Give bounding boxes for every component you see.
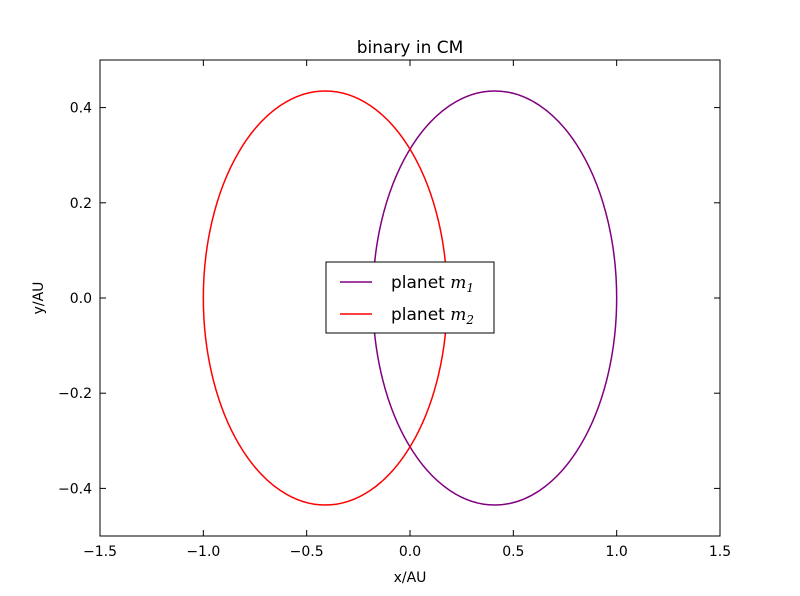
y-tick-label: 0.4 [70,101,92,117]
legend-entry-m2: planet m2 [391,305,474,327]
x-tick-label: −1.0 [186,544,220,560]
x-tick-label: −0.5 [290,544,324,560]
y-tick-label: −0.4 [58,481,92,497]
x-tick-label: 1.5 [709,544,731,560]
legend-box [325,261,495,334]
y-tick-label: 0.0 [70,291,92,307]
x-tick-label: 0.5 [502,544,524,560]
legend-entry-m1: planet m1 [391,273,474,295]
legend: planet m1 planet m2 [325,261,495,334]
x-tick-label: 1.0 [606,544,628,560]
x-tick-label: 0.0 [399,544,421,560]
y-tick-label: −0.2 [58,386,92,402]
x-axis-label: x/AU [394,570,427,586]
x-tick-label: −1.5 [83,544,117,560]
plot-area: −1.5 −1.0 −0.5 0.0 0.5 1.0 1.5 −0.4 −0.2 0.0 0.2 0.… [58,59,731,560]
y-axis-label: y/AU [31,282,47,315]
chart-title: binary in CM [357,38,464,58]
y-tick-label: 0.2 [70,196,92,212]
